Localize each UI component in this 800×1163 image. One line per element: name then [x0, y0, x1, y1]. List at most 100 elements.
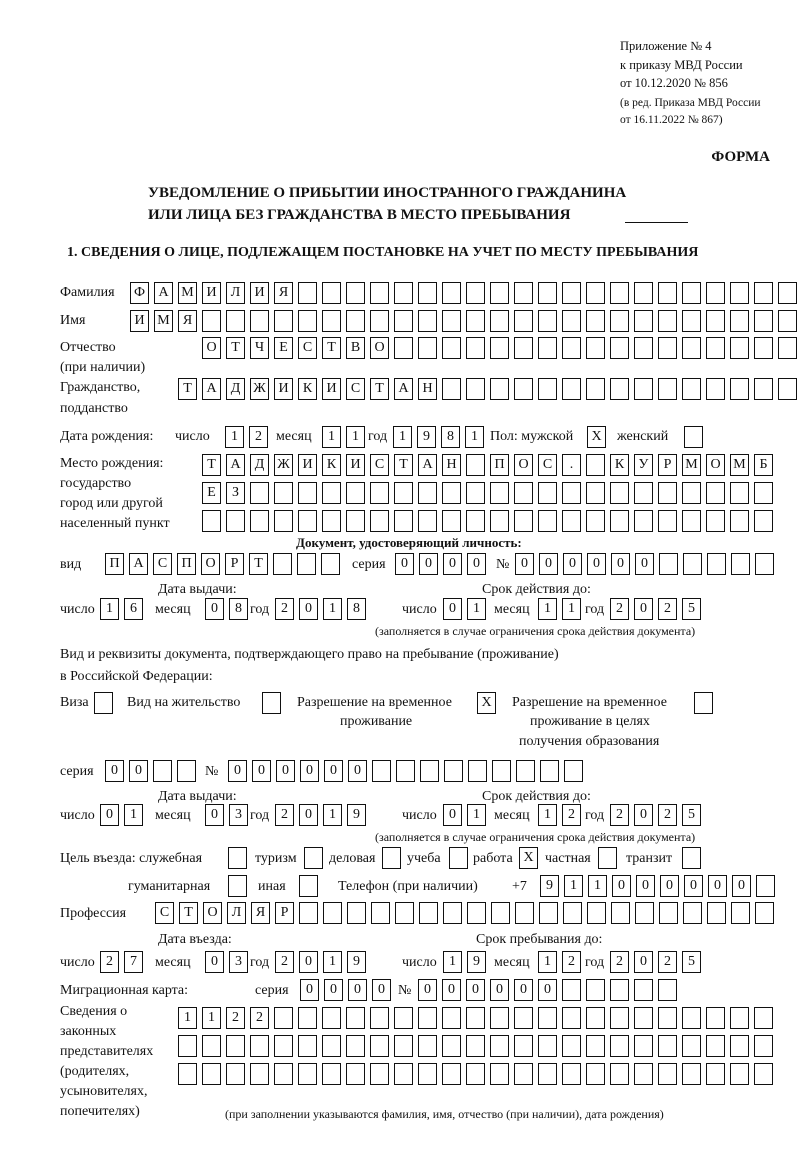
char-box[interactable]	[226, 1035, 245, 1057]
char-box[interactable]: 2	[562, 951, 581, 973]
char-box[interactable]	[610, 378, 629, 400]
char-box[interactable]: 1	[393, 426, 412, 448]
char-box[interactable]: О	[706, 454, 725, 476]
char-box[interactable]	[370, 1063, 389, 1085]
char-box[interactable]	[731, 553, 750, 575]
char-box[interactable]	[610, 1063, 629, 1085]
char-box[interactable]: 7	[124, 951, 143, 973]
char-box[interactable]	[610, 337, 629, 359]
char-box[interactable]: И	[274, 378, 293, 400]
char-box[interactable]	[347, 902, 366, 924]
char-box[interactable]	[299, 902, 318, 924]
char-box[interactable]: Т	[370, 378, 389, 400]
char-box[interactable]: К	[322, 454, 341, 476]
char-box[interactable]: 2	[658, 804, 677, 826]
char-box[interactable]: Е	[202, 482, 221, 504]
char-box[interactable]	[586, 337, 605, 359]
char-box[interactable]: Ж	[274, 454, 293, 476]
char-box[interactable]: 1	[178, 1007, 197, 1029]
char-box[interactable]	[466, 378, 485, 400]
char-box[interactable]: Т	[179, 902, 198, 924]
char-box[interactable]	[778, 282, 797, 304]
char-box[interactable]: 5	[682, 598, 701, 620]
char-box[interactable]: 2	[226, 1007, 245, 1029]
char-box[interactable]	[778, 337, 797, 359]
char-box[interactable]	[177, 760, 196, 782]
char-box[interactable]: С	[298, 337, 317, 359]
char-box[interactable]	[598, 847, 617, 869]
char-box[interactable]	[610, 1035, 629, 1057]
char-box[interactable]	[562, 282, 581, 304]
char-box[interactable]	[322, 1007, 341, 1029]
char-box[interactable]	[442, 282, 461, 304]
purpose-service-checkbox[interactable]	[228, 847, 247, 869]
char-box[interactable]: 0	[634, 951, 653, 973]
char-box[interactable]: 2	[610, 951, 629, 973]
char-box[interactable]	[370, 510, 389, 532]
char-box[interactable]: У	[634, 454, 653, 476]
char-box[interactable]	[226, 310, 245, 332]
char-box[interactable]: 2	[275, 951, 294, 973]
char-box[interactable]	[658, 482, 677, 504]
char-box[interactable]	[394, 337, 413, 359]
char-box[interactable]	[442, 482, 461, 504]
char-box[interactable]	[490, 510, 509, 532]
char-box[interactable]	[538, 1063, 557, 1085]
char-box[interactable]	[382, 847, 401, 869]
char-box[interactable]: Д	[226, 378, 245, 400]
char-box[interactable]	[298, 1007, 317, 1029]
char-box[interactable]	[322, 282, 341, 304]
char-box[interactable]	[563, 902, 582, 924]
char-box[interactable]	[420, 760, 439, 782]
char-box[interactable]: Т	[249, 553, 268, 575]
char-box[interactable]	[754, 1007, 773, 1029]
char-box[interactable]	[706, 310, 725, 332]
char-box[interactable]: 1	[323, 598, 342, 620]
char-box[interactable]	[490, 1035, 509, 1057]
char-box[interactable]: Д	[250, 454, 269, 476]
char-box[interactable]	[274, 510, 293, 532]
char-box[interactable]	[682, 1007, 701, 1029]
char-box[interactable]: X	[477, 692, 496, 714]
char-box[interactable]	[299, 875, 318, 897]
char-box[interactable]	[754, 378, 773, 400]
char-box[interactable]: 8	[441, 426, 460, 448]
char-box[interactable]	[346, 482, 365, 504]
char-box[interactable]	[694, 692, 713, 714]
char-box[interactable]	[682, 510, 701, 532]
char-box[interactable]	[514, 482, 533, 504]
char-box[interactable]: М	[730, 454, 749, 476]
char-box[interactable]: Т	[322, 337, 341, 359]
char-box[interactable]	[304, 847, 323, 869]
char-box[interactable]	[707, 902, 726, 924]
char-box[interactable]	[250, 1035, 269, 1057]
char-box[interactable]: А	[226, 454, 245, 476]
char-box[interactable]	[492, 760, 511, 782]
char-box[interactable]	[395, 902, 414, 924]
char-box[interactable]	[706, 337, 725, 359]
char-box[interactable]	[754, 510, 773, 532]
char-box[interactable]: 2	[275, 804, 294, 826]
char-box[interactable]	[755, 553, 774, 575]
char-box[interactable]: А	[394, 378, 413, 400]
char-box[interactable]	[610, 510, 629, 532]
char-box[interactable]	[684, 426, 703, 448]
char-box[interactable]: Р	[225, 553, 244, 575]
char-box[interactable]: 5	[682, 804, 701, 826]
char-box[interactable]	[490, 282, 509, 304]
char-box[interactable]: Ч	[250, 337, 269, 359]
purpose-study-checkbox[interactable]	[449, 847, 468, 869]
char-box[interactable]	[442, 310, 461, 332]
char-box[interactable]: К	[610, 454, 629, 476]
char-box[interactable]	[754, 337, 773, 359]
char-box[interactable]	[442, 337, 461, 359]
char-box[interactable]	[756, 875, 775, 897]
char-box[interactable]: 9	[347, 804, 366, 826]
char-box[interactable]: А	[129, 553, 148, 575]
